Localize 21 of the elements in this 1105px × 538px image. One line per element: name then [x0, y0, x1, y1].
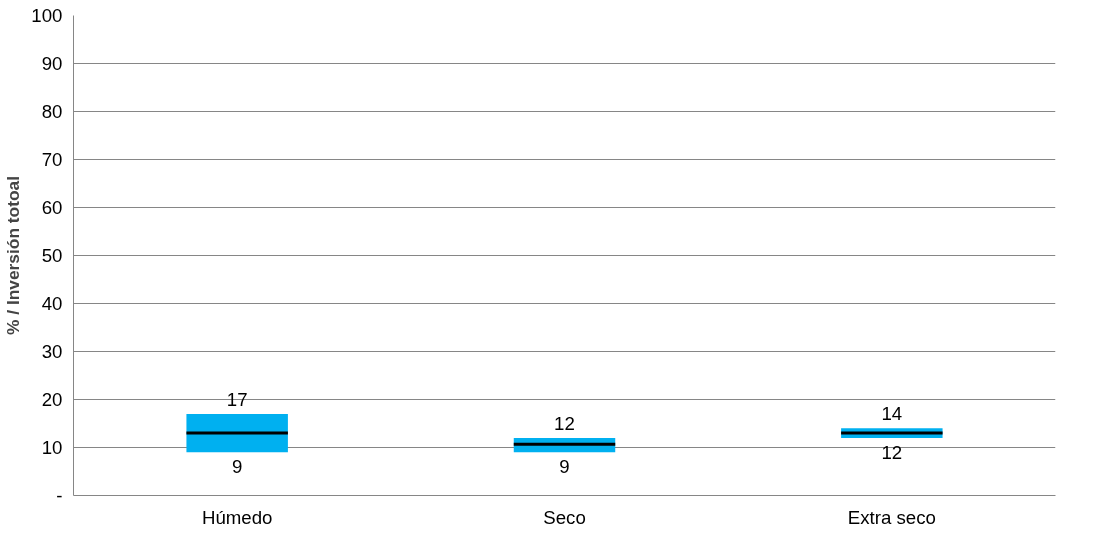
annotation: 14 [881, 403, 903, 425]
y-tick-label: 30 [41, 341, 63, 362]
y-tick-label: 70 [41, 149, 63, 170]
y-tick-label: 50 [41, 245, 63, 266]
y-tick-label: - [56, 485, 63, 506]
y-tick-label: 40 [41, 293, 63, 314]
annotation: 17 [226, 388, 248, 410]
y-tick-label: 80 [41, 101, 63, 122]
annotation: 12 [881, 441, 903, 463]
y-tick-label: 90 [41, 53, 63, 74]
annotation: 12 [554, 412, 575, 434]
x-tick-label: Seco [543, 506, 586, 528]
y-tick-label: 60 [41, 197, 63, 218]
y-tick-label: 10 [41, 437, 63, 458]
y-tick-label: 100 [31, 5, 63, 26]
y-axis-title: % / Inversión totoal [3, 176, 24, 335]
y-tick-label: 20 [41, 389, 63, 410]
x-tick-label: Extra seco [847, 506, 936, 528]
annotation: 9 [231, 456, 243, 478]
x-tick-label: Húmedo [201, 506, 273, 528]
annotation: 9 [559, 456, 570, 478]
